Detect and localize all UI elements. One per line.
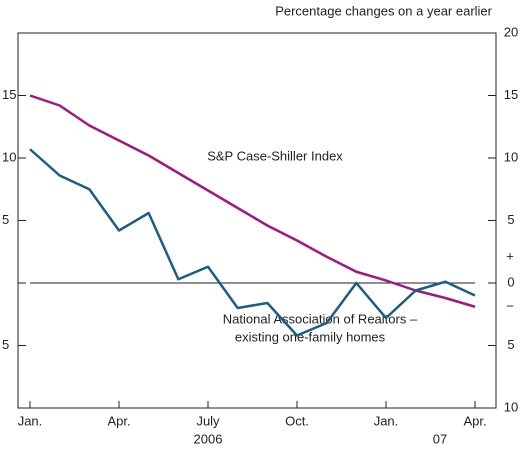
sign-label: − xyxy=(506,298,514,313)
x-tick-label: Jan. xyxy=(18,413,43,428)
y-tick-label: 5 xyxy=(2,337,9,352)
x-tick-label: Apr. xyxy=(463,413,486,428)
year-label: 2006 xyxy=(194,431,223,446)
y-tick-label: 5 xyxy=(507,337,514,352)
y-tick-label: 10 xyxy=(504,399,518,414)
sign-label: + xyxy=(506,248,514,263)
subtitle: Percentage changes on a year earlier xyxy=(275,3,492,18)
y-tick-label: 5 xyxy=(507,212,514,227)
x-tick-label: Jan. xyxy=(374,413,399,428)
y-tick-label: 15 xyxy=(504,87,518,102)
y-tick-label: 0 xyxy=(507,274,514,289)
year-label: 07 xyxy=(433,431,447,446)
y-tick-label: 10 xyxy=(2,149,16,164)
x-tick-label: Oct. xyxy=(285,413,309,428)
y-tick-label: 15 xyxy=(2,87,16,102)
series-line xyxy=(29,94,476,308)
y-tick-label: 10 xyxy=(504,149,518,164)
series-label: existing one-family homes xyxy=(235,329,386,344)
y-tick-label: 5 xyxy=(2,212,9,227)
series-line xyxy=(29,148,476,337)
x-tick-label: July xyxy=(196,413,220,428)
x-tick-label: Apr. xyxy=(107,413,130,428)
y-tick-label: 20 xyxy=(504,24,518,39)
series-label: National Association of Realtors – xyxy=(223,311,418,326)
series-label: S&P Case-Shiller Index xyxy=(207,148,343,163)
